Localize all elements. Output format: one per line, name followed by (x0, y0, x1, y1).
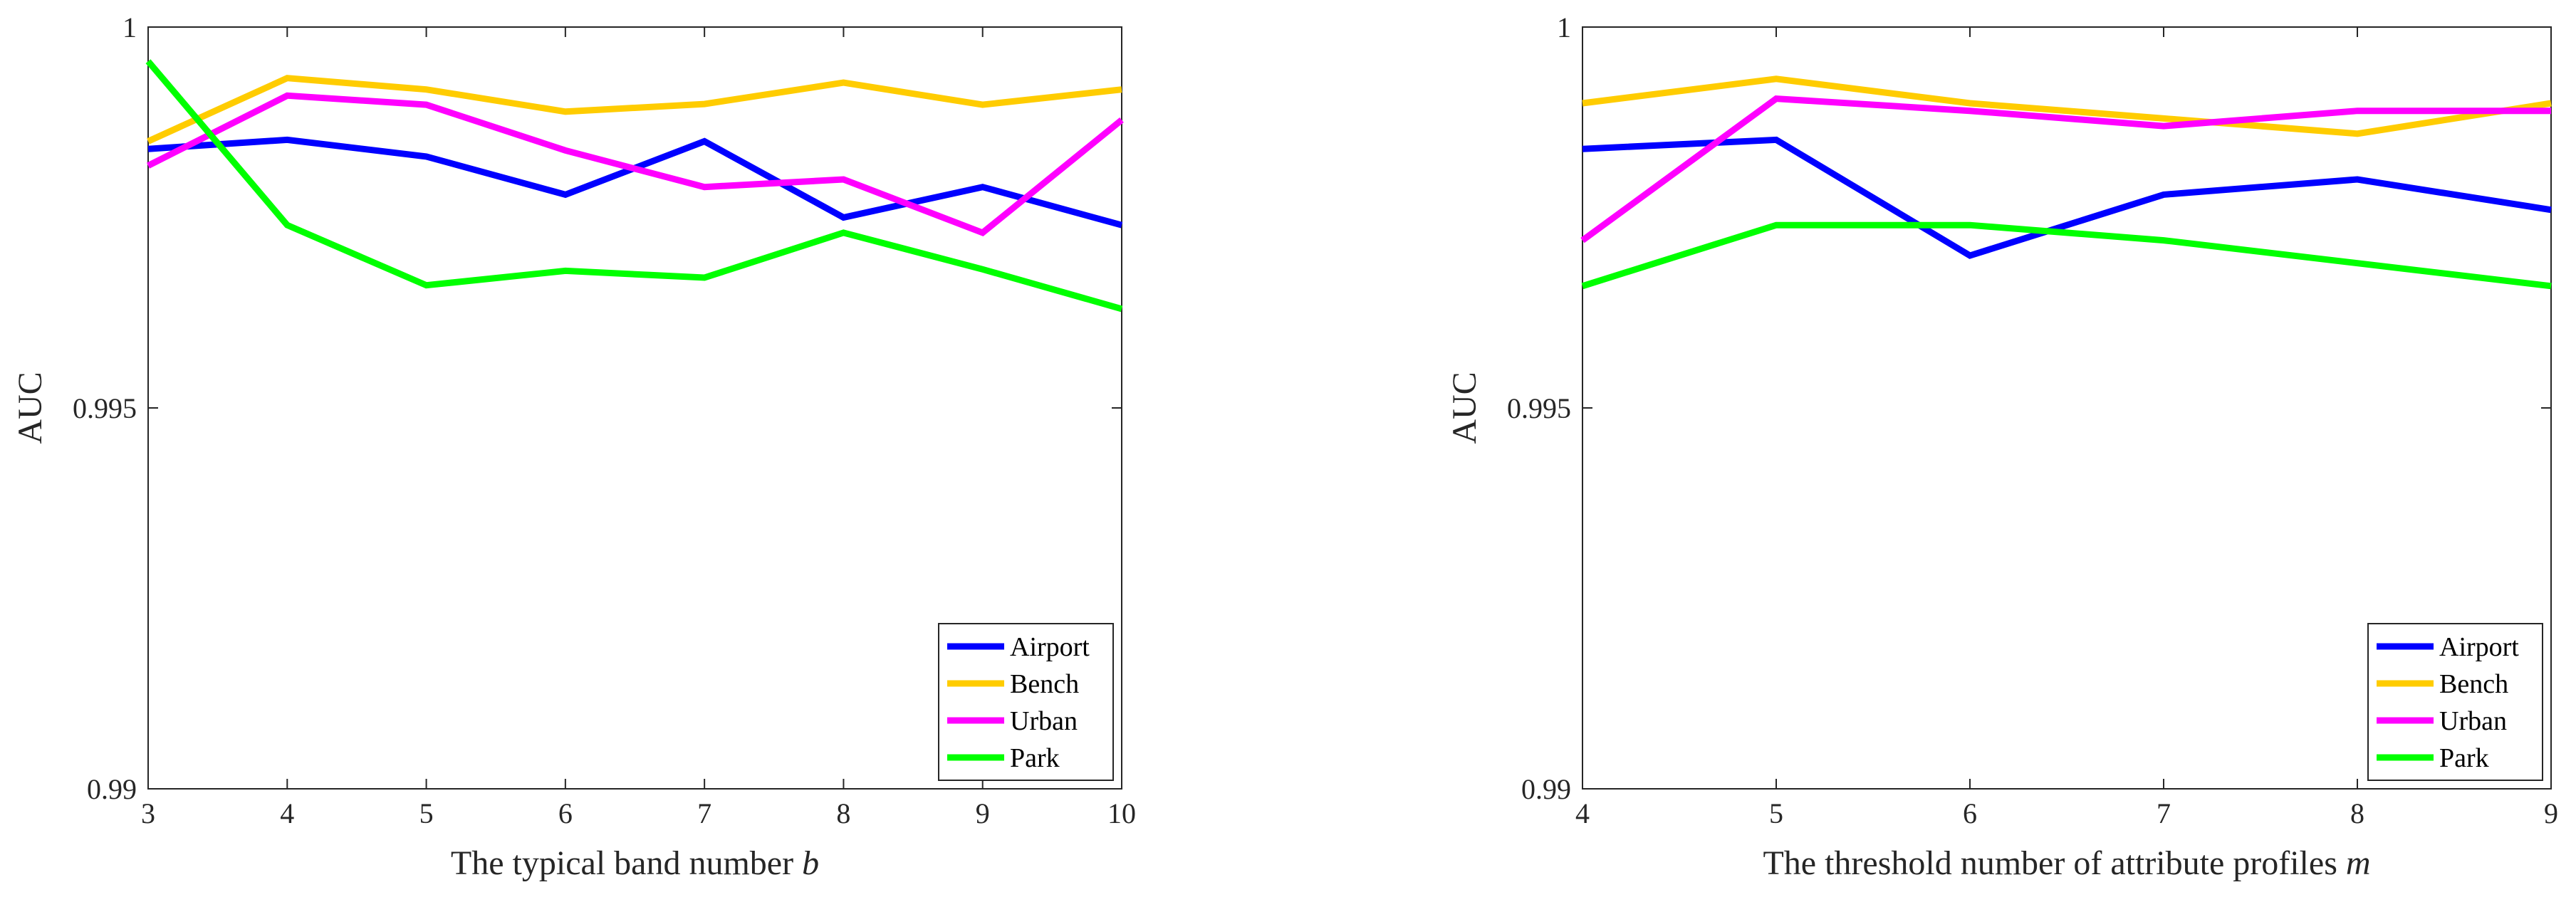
x-tick-label: 4 (1575, 797, 1590, 829)
x-axis-label-variable: b (802, 844, 819, 882)
y-tick-label: 1 (1557, 11, 1571, 43)
x-tick-label: 7 (2157, 797, 2171, 829)
x-tick-label: 10 (1107, 797, 1136, 829)
series-line-airport (147, 136, 1123, 229)
x-tick-label: 8 (2350, 797, 2364, 829)
x-tick-label: 3 (141, 797, 155, 829)
x-axis-label-variable: m (2346, 844, 2371, 882)
legend-box (938, 623, 1114, 781)
series-line-park (1581, 221, 2552, 290)
series-line-urban (146, 92, 1124, 237)
x-axis-label: The threshold number of attribute profil… (1763, 844, 2370, 882)
legend: Airport Bench Urban Park (938, 623, 1114, 781)
series-line-airport (1582, 136, 2552, 259)
series-line-urban (1580, 95, 2551, 243)
y-axis-label: AUC (11, 372, 49, 444)
y-tick-label: 1 (122, 11, 137, 43)
x-tick-label: 4 (280, 797, 294, 829)
legend-label-bench: Bench (2439, 669, 2508, 699)
x-axis-label: The typical band number b (451, 844, 819, 882)
legend-label-bench: Bench (1010, 669, 1079, 699)
y-tick-label: 0.99 (87, 773, 137, 805)
x-tick-label: 9 (2544, 797, 2558, 829)
x-tick-label: 9 (976, 797, 990, 829)
y-tick-label: 0.995 (1507, 392, 1571, 424)
x-axis-label-text: The threshold number of attribute profil… (1763, 844, 2345, 882)
legend: Airport Bench Urban Park (2367, 623, 2543, 781)
x-tick-label: 7 (697, 797, 711, 829)
y-axis-label: AUC (1446, 372, 1483, 444)
legend-label-park: Park (1010, 743, 1060, 773)
chart-auc-vs-threshold-number: 4 5 6 7 8 9 0.99 0.995 1 The threshold number of … (1446, 11, 2558, 882)
x-axis-label-text: The typical band number (451, 844, 802, 882)
chart-auc-vs-band-number: 3 4 5 6 7 8 9 10 0.99 0.995 1 The typical band numb… (11, 11, 1136, 882)
legend-label-park: Park (2439, 743, 2489, 773)
y-tick-label: 0.99 (1521, 773, 1571, 805)
legend-label-urban: Urban (1010, 706, 1078, 736)
series-line-bench (1582, 75, 2552, 137)
x-tick-label: 5 (419, 797, 434, 829)
x-tick-label: 6 (558, 797, 573, 829)
legend-label-airport: Airport (1010, 632, 1090, 662)
x-tick-label: 5 (1769, 797, 1783, 829)
series-line-bench (147, 75, 1122, 145)
series-line-park (145, 59, 1123, 313)
x-tick-label: 6 (1963, 797, 1977, 829)
legend-box (2367, 623, 2543, 781)
legend-label-urban: Urban (2439, 706, 2507, 736)
y-tick-label: 0.995 (73, 392, 137, 424)
x-tick-label: 8 (836, 797, 850, 829)
legend-label-airport: Airport (2439, 632, 2519, 662)
